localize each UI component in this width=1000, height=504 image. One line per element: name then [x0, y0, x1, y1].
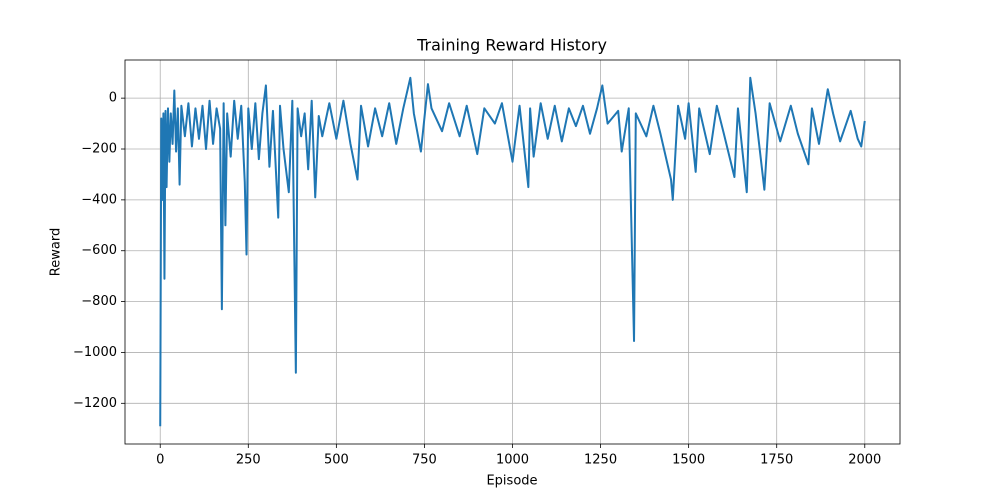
- x-tick-label: 2000: [848, 453, 881, 468]
- x-tick-label: 1750: [760, 453, 793, 468]
- x-axis-label: Episode: [486, 474, 537, 489]
- x-tick-label: 750: [412, 453, 437, 468]
- y-tick-label: −800: [81, 294, 117, 309]
- y-tick-label: −1000: [73, 345, 117, 360]
- x-tick-label: 1000: [496, 453, 529, 468]
- x-tick-label: 0: [156, 453, 164, 468]
- series-line: [159, 76, 866, 427]
- plot-frame: [124, 59, 901, 445]
- y-tick-label: −400: [81, 192, 117, 207]
- y-tick-label: −600: [81, 243, 117, 258]
- y-tick-label: −200: [81, 142, 117, 157]
- chart-title: Training Reward History: [416, 36, 607, 55]
- x-tick-label: 500: [324, 453, 349, 468]
- x-tick-label: 1500: [672, 453, 705, 468]
- x-tick-label: 250: [236, 453, 261, 468]
- y-tick-label: 0: [109, 91, 117, 106]
- y-axis-label: Reward: [49, 228, 64, 276]
- x-tick-label: 1250: [584, 453, 617, 468]
- y-tick-label: −1200: [73, 396, 117, 411]
